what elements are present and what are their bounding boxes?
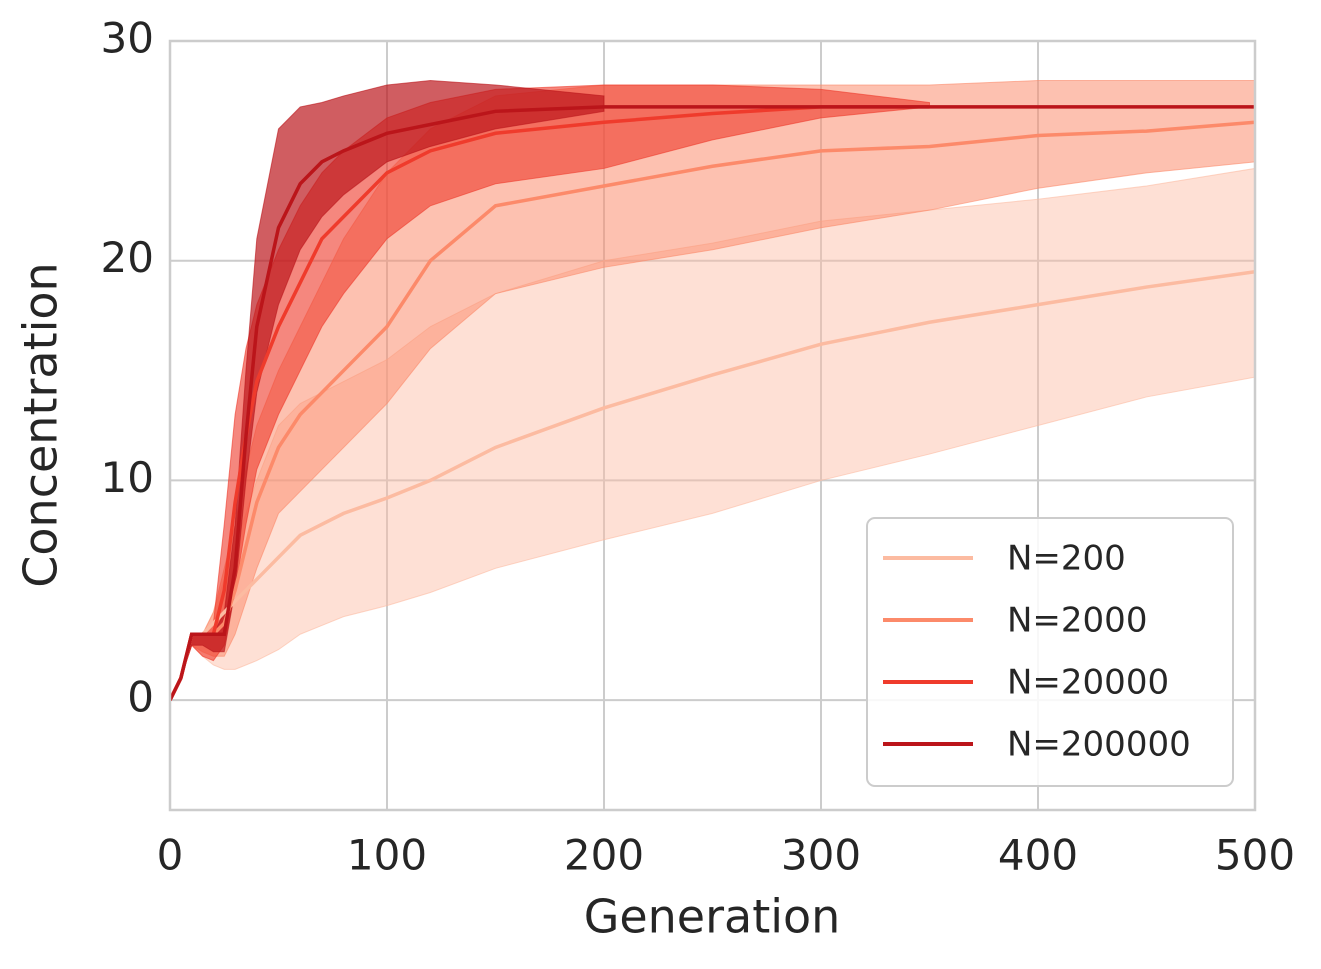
y-tick-label: 0	[127, 673, 154, 722]
legend-label: N=2000	[1007, 601, 1147, 641]
legend-label: N=200	[1007, 539, 1126, 579]
legend-label: N=20000	[1007, 663, 1169, 703]
band	[170, 84, 930, 701]
y-tick-label: 10	[101, 453, 154, 502]
x-tick-label: 0	[157, 831, 184, 880]
y-tick-label: 20	[101, 233, 154, 282]
x-tick-label: 400	[998, 831, 1078, 880]
x-axis-label: Generation	[584, 890, 841, 944]
x-tick-label: 500	[1215, 831, 1295, 880]
legend-box	[866, 517, 1234, 787]
y-axis-label: Concentration	[14, 262, 68, 587]
plot-frame	[168, 39, 1257, 812]
line	[170, 269, 1255, 701]
y-tick-label: 30	[101, 14, 154, 63]
legend-label: N=200000	[1007, 725, 1191, 765]
x-tick-label: 100	[347, 831, 427, 880]
x-tick-label: 300	[781, 831, 861, 880]
line	[170, 105, 1255, 701]
x-tick-label: 200	[564, 831, 644, 880]
